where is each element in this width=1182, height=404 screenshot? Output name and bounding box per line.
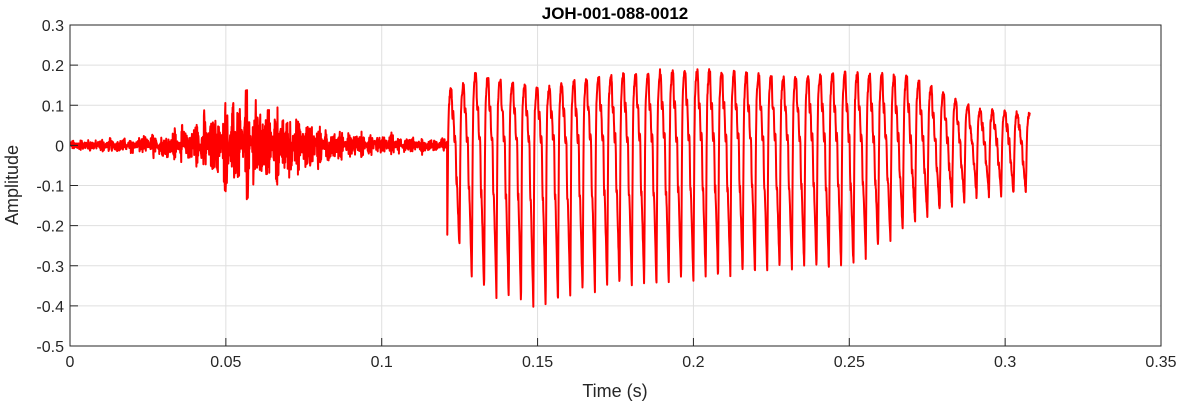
y-tick-label: -0.4 — [36, 299, 64, 316]
y-tick-label: 0.3 — [42, 18, 64, 35]
y-axis: -0.5 -0.4 -0.3 -0.2 -0.1 0 0.1 0.2 0.3 — [36, 18, 78, 356]
y-tick-label: -0.3 — [36, 259, 64, 276]
x-tick-label: 0.1 — [371, 354, 393, 371]
x-tick-label: 0.05 — [210, 354, 241, 371]
x-axis: 0 0.05 0.1 0.15 0.2 0.25 0.3 0.35 — [66, 338, 1177, 371]
y-tick-label: 0.1 — [42, 98, 64, 115]
x-axis-label: Time (s) — [582, 381, 647, 401]
y-tick-label: -0.1 — [36, 179, 64, 196]
x-tick-label: 0.3 — [994, 354, 1016, 371]
y-tick-label: -0.5 — [36, 339, 64, 356]
y-tick-label: -0.2 — [36, 219, 64, 236]
x-tick-label: 0.15 — [522, 354, 553, 371]
y-tick-label: 0.2 — [42, 58, 64, 75]
x-tick-label: 0.2 — [682, 354, 704, 371]
amplitude-series-line — [70, 68, 1031, 308]
y-axis-label: Amplitude — [2, 145, 22, 225]
x-tick-label: 0.35 — [1145, 354, 1176, 371]
x-tick-label: 0.25 — [834, 354, 865, 371]
chart-title: JOH-001-088-0012 — [542, 4, 688, 23]
y-tick-label: 0 — [55, 138, 64, 155]
x-tick-label: 0 — [66, 354, 75, 371]
